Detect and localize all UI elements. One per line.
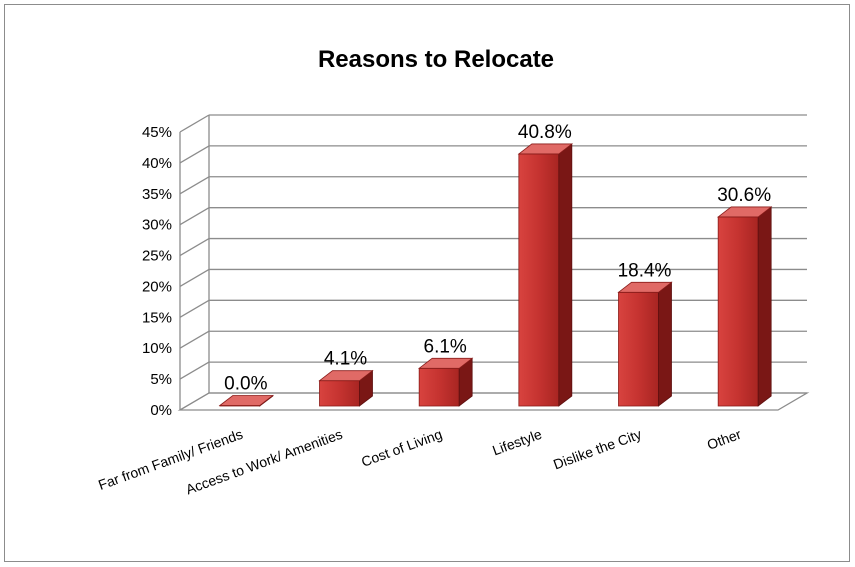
wall-gridline [179, 176, 210, 195]
wall-gridline [179, 330, 210, 349]
bar-front [717, 216, 759, 407]
data-label: 30.6% [717, 185, 771, 206]
bar [517, 143, 574, 407]
y-tick-label: 30% [142, 217, 172, 234]
category-label: Lifestyle [490, 426, 544, 459]
floor [177, 392, 810, 411]
bar [417, 357, 474, 407]
y-tick-label: 20% [142, 278, 172, 295]
bar [218, 394, 275, 407]
chart-frame: Reasons to Relocate 0% 5% 10% 15% 20% 25% 30% 3… [4, 4, 850, 562]
wall-gridline [179, 207, 210, 226]
wall-gridline [179, 361, 210, 380]
bar-side [757, 206, 772, 407]
data-label: 6.1% [424, 336, 467, 357]
bar-front [319, 380, 360, 407]
data-label: 18.4% [618, 260, 672, 281]
wall-gridline [179, 114, 210, 133]
y-tick-label: 25% [142, 248, 172, 265]
y-tick-label: 35% [142, 186, 172, 203]
bar-front [518, 153, 560, 407]
wall-gridline [179, 145, 210, 164]
bar-chart: Reasons to Relocate 0% 5% 10% 15% 20% 25% 30% 3… [96, 46, 810, 498]
y-tick-label: 5% [150, 371, 172, 388]
y-tick-label: 15% [142, 309, 172, 326]
data-label: 0.0% [224, 374, 267, 395]
y-tick-label: 0% [150, 402, 172, 419]
gridlines [177, 114, 810, 411]
bar-side [658, 281, 672, 407]
bar-top [218, 395, 275, 406]
category-label: Cost of Living [359, 426, 444, 470]
bar-front [618, 291, 659, 407]
y-tick-label: 40% [142, 155, 172, 172]
y-axis-ticks: 0% 5% 10% 15% 20% 25% 30% 35% 40% 45% [142, 124, 172, 419]
bar [617, 281, 673, 407]
bar-top [318, 370, 374, 382]
chart-title: Reasons to Relocate [318, 46, 554, 73]
bar-side [558, 143, 573, 407]
bar [716, 206, 773, 407]
bar-top [716, 206, 773, 218]
bar [318, 369, 374, 407]
y-tick-label: 10% [142, 340, 172, 357]
bar-top [617, 281, 673, 293]
bar-top [517, 143, 574, 155]
bar-top [417, 357, 474, 369]
data-label: 4.1% [324, 349, 367, 370]
bars [218, 143, 773, 407]
wall-gridline [179, 299, 210, 318]
data-labels: 0.0% 4.1% 6.1% 40.8% 18.4% 30.6% [224, 122, 771, 395]
wall-gridline [179, 237, 210, 257]
wall-gridline [179, 268, 210, 288]
category-label: Dislike the City [551, 426, 643, 473]
data-label: 40.8% [518, 122, 572, 143]
category-label: Other [705, 426, 744, 453]
y-tick-label: 45% [142, 124, 172, 141]
bar-front [418, 367, 460, 407]
